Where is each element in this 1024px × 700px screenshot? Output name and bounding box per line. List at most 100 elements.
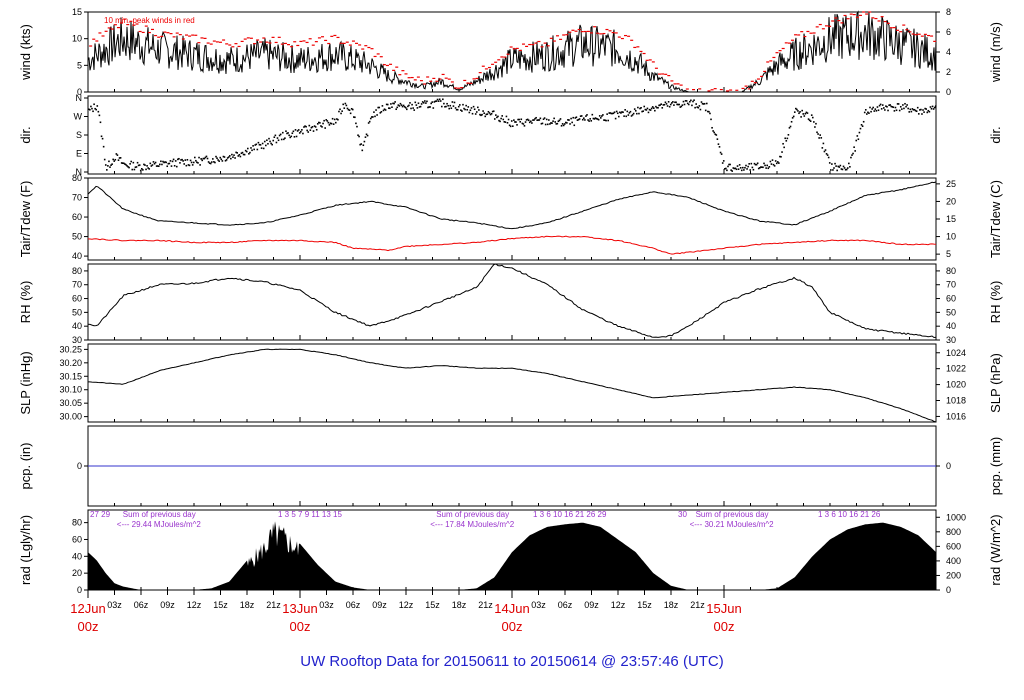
direction-dot [153, 162, 156, 165]
direction-dot [310, 126, 313, 129]
direction-dot [192, 161, 195, 164]
direction-dot [545, 118, 548, 121]
direction-dot [493, 118, 496, 120]
direction-dot [144, 164, 146, 166]
direction-dot [182, 160, 184, 162]
direction-dot [791, 117, 794, 119]
direction-dot [639, 107, 641, 110]
direction-dot [223, 156, 226, 158]
direction-dot [758, 167, 761, 169]
direction-dot [100, 135, 103, 138]
direction-dot [357, 134, 359, 137]
direction-dot [574, 117, 577, 119]
direction-dot [738, 164, 741, 166]
direction-dot [716, 138, 719, 140]
temp-ytick-right-label: 20 [946, 196, 956, 206]
direction-dot [875, 109, 878, 112]
direction-dot [585, 115, 587, 117]
direction-dot [584, 119, 586, 121]
direction-dot [148, 168, 151, 170]
direction-dot [857, 138, 860, 141]
direction-dot [832, 169, 834, 171]
direction-dot [199, 164, 201, 166]
direction-dot [640, 107, 642, 109]
direction-dot [486, 113, 489, 115]
direction-dot [416, 107, 419, 109]
direction-dot [933, 106, 936, 109]
direction-dot [445, 105, 447, 108]
direction-dot [890, 105, 893, 108]
direction-dot [889, 104, 891, 106]
direction-dot [576, 119, 579, 121]
direction-dot [627, 114, 630, 116]
wind-ytick-label: 15 [72, 7, 82, 17]
direction-dot [578, 118, 581, 120]
direction-dot [562, 124, 565, 127]
direction-dot [330, 122, 333, 125]
direction-dot [515, 121, 517, 123]
direction-dot [399, 102, 402, 105]
direction-dot [917, 113, 920, 115]
panel-rad: rad (Lgly/hr) rad (W/m^2)0204060800200400… [18, 509, 1003, 595]
direction-dot [106, 169, 108, 171]
direction-dot [548, 119, 550, 121]
direction-dot [809, 120, 812, 122]
direction-dot [161, 163, 163, 166]
panel-pcp: pcp. (in) pcp. (mm) 0 0 [18, 425, 1003, 507]
pressure-line [88, 348, 937, 423]
direction-dot [856, 135, 859, 137]
direction-dot [612, 112, 615, 115]
direction-dot [389, 107, 391, 110]
direction-dot [102, 145, 105, 148]
direction-dot [285, 130, 287, 132]
day-label: 13Jun [282, 601, 317, 616]
direction-dot [884, 109, 886, 111]
direction-dot [196, 161, 198, 164]
direction-dot [532, 119, 534, 121]
direction-dot [888, 104, 890, 107]
direction-dot [290, 135, 293, 138]
wind-ytick-right-label: 4 [946, 47, 951, 57]
day-hour-label: 00z [290, 619, 311, 634]
direction-dot [334, 121, 337, 124]
daily-sum-2: 1 3 6 10 16 21 26 29 [533, 510, 607, 519]
direction-dot [113, 160, 116, 162]
direction-dot [747, 165, 749, 168]
direction-dot [766, 164, 768, 167]
direction-dot [353, 116, 355, 118]
direction-dot [734, 167, 737, 170]
direction-dot [504, 121, 507, 123]
direction-dot [292, 130, 295, 133]
direction-dot [242, 153, 245, 156]
direction-dot [638, 112, 640, 115]
direction-dot [551, 122, 553, 124]
direction-dot [520, 118, 523, 121]
direction-dot [170, 165, 173, 167]
direction-dot [654, 109, 656, 112]
direction-dot [133, 168, 136, 171]
direction-dot [402, 104, 405, 107]
direction-dot [470, 107, 473, 109]
direction-dot [652, 107, 655, 109]
direction-dot [248, 152, 250, 155]
direction-dot [922, 109, 924, 111]
slp-ytick-label: 30.00 [59, 412, 82, 422]
direction-dot [462, 103, 464, 106]
direction-dot [803, 115, 806, 117]
direction-dot [277, 139, 280, 142]
pcp-ytick-right-label: 0 [946, 461, 951, 471]
direction-dot [805, 111, 808, 114]
rh-ytick-label: 30 [72, 335, 82, 345]
direction-dot [492, 110, 495, 113]
direction-dot [329, 122, 332, 125]
direction-dot [177, 158, 179, 161]
daily-sum-3: 30 Sum of previous day<--- 30.21 MJoules/… [678, 510, 774, 529]
direction-dot [608, 112, 611, 114]
direction-dot [632, 112, 635, 115]
direction-dot [220, 158, 223, 161]
wind-ytick-right-label: 0 [946, 87, 951, 97]
wind-ytick-right-label: 2 [946, 67, 951, 77]
rh-ytick-label: 80 [72, 266, 82, 276]
direction-dot [862, 120, 865, 123]
direction-dot [908, 111, 911, 113]
